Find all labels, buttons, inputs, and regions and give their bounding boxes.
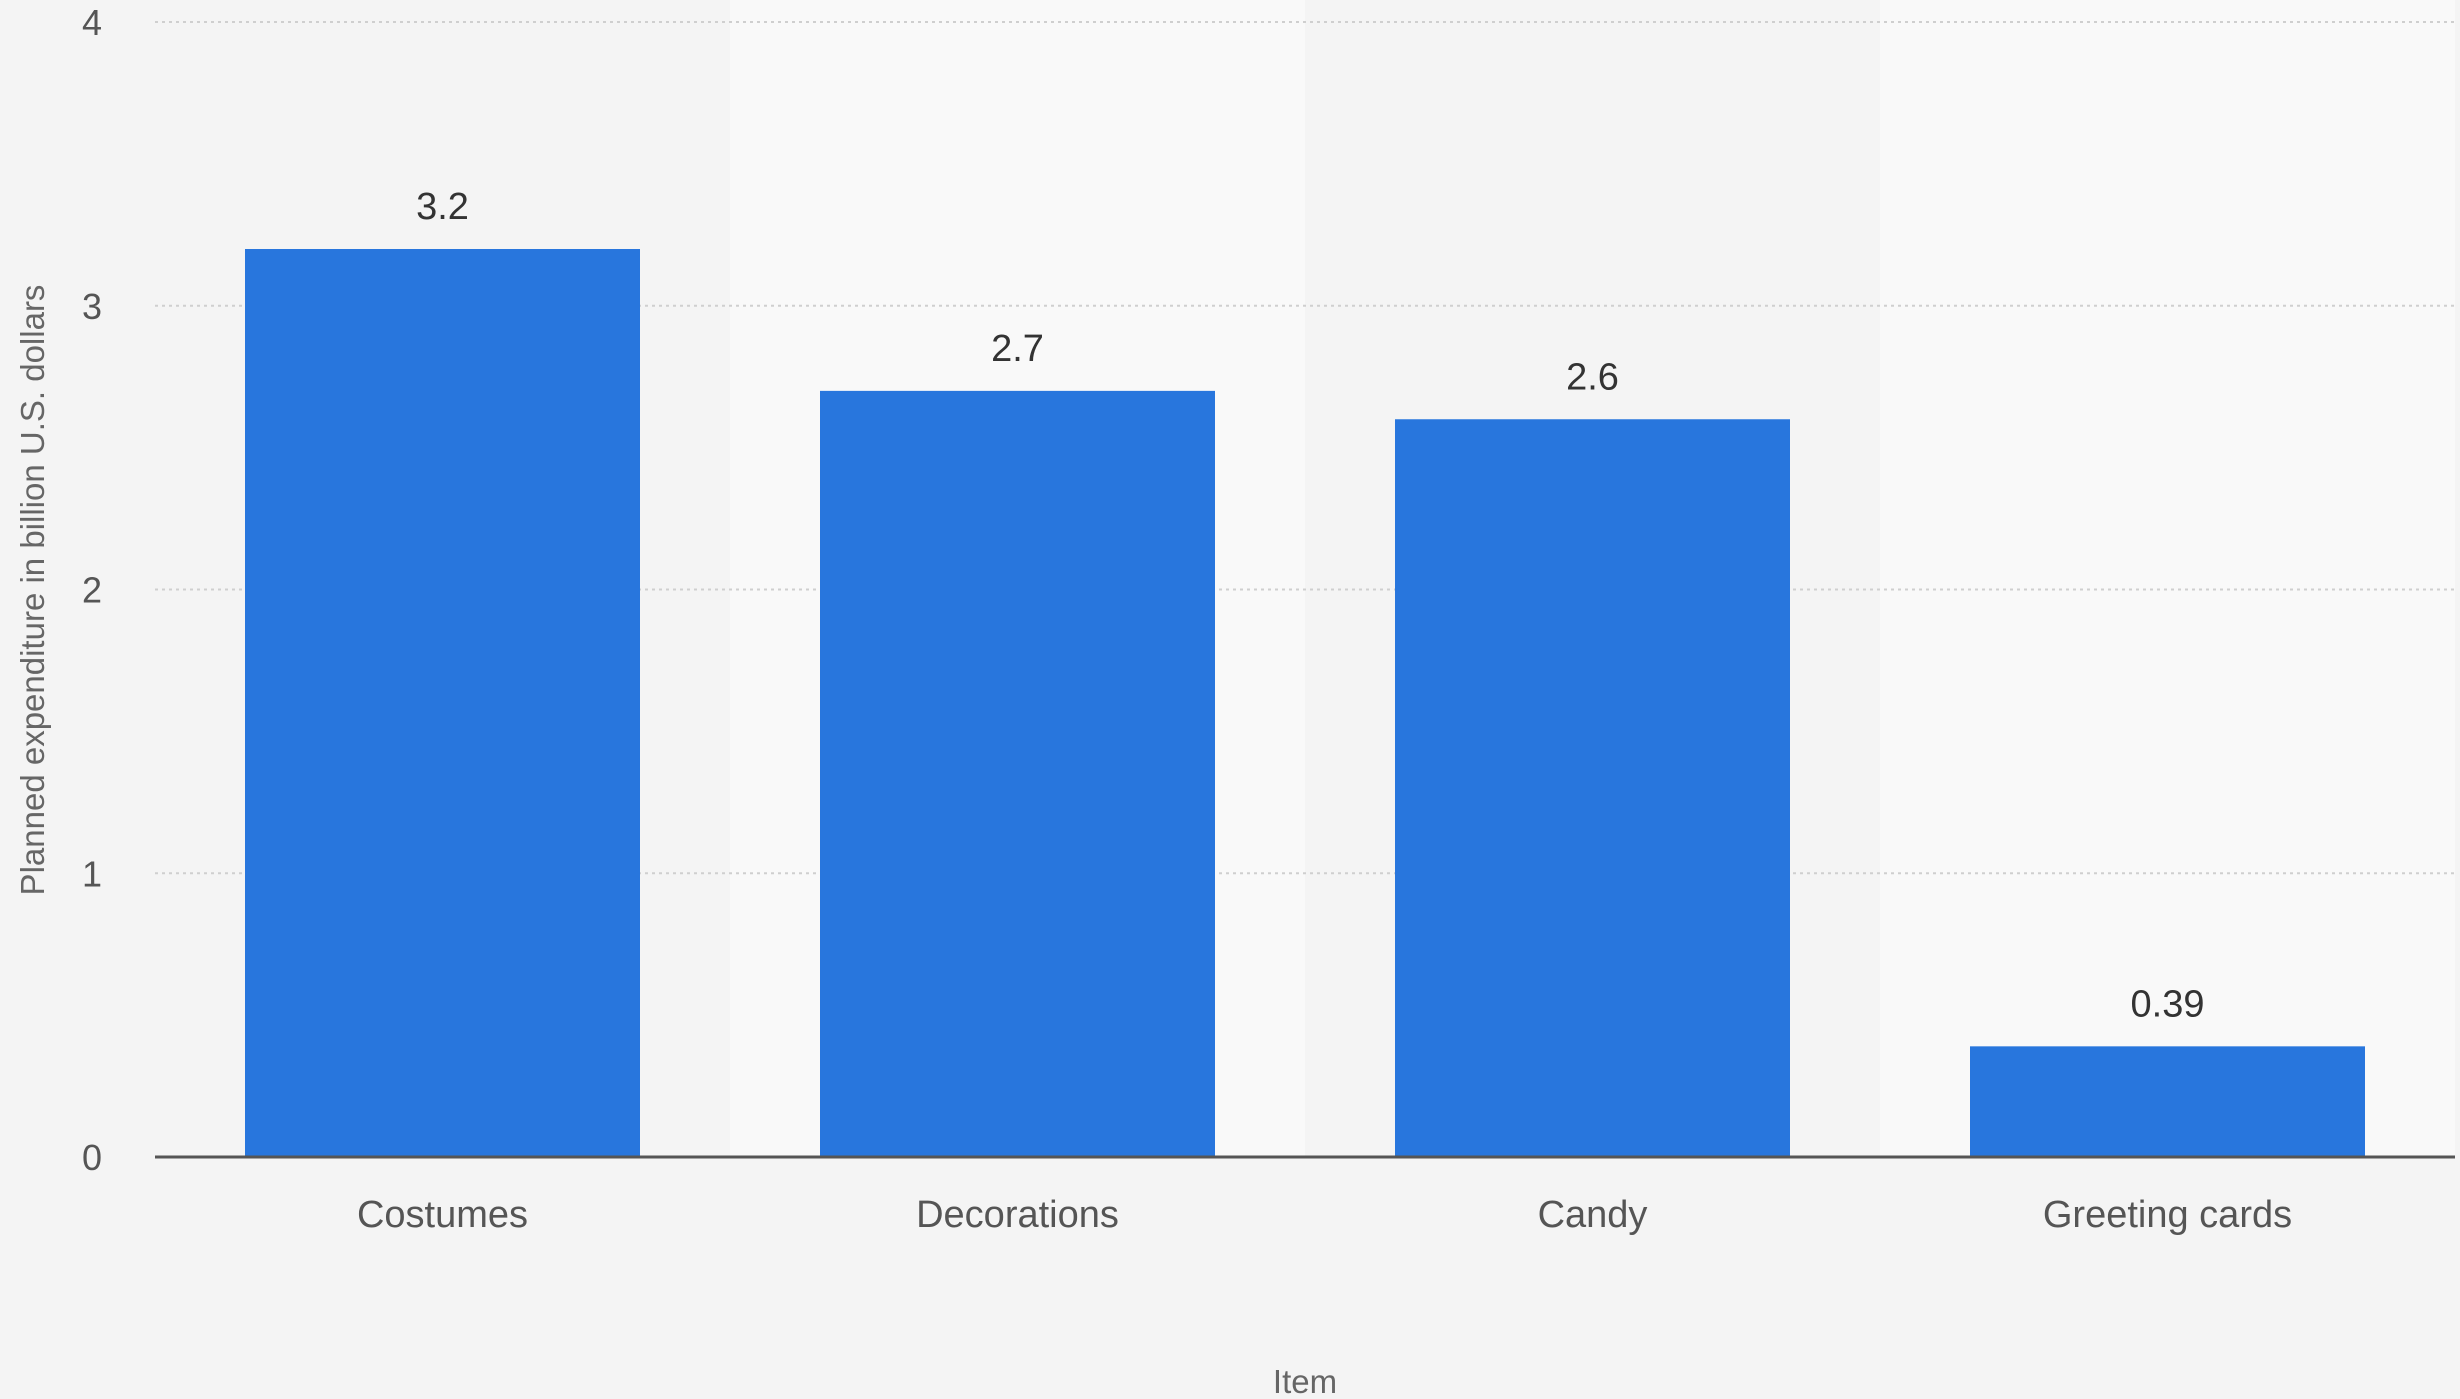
bar-value-labels: 3.2 2.7 2.6 0.39 (416, 186, 2204, 1025)
gridlines (155, 21, 2455, 875)
x-axis-category-labels: Costumes Decorations Candy Greeting cards (357, 1194, 2292, 1236)
x-tick-label: Decorations (916, 1194, 1119, 1236)
y-tick-label: 4 (82, 2, 102, 43)
y-tick-label: 0 (82, 1137, 102, 1178)
x-tick-label: Costumes (357, 1194, 528, 1236)
data-label: 0.39 (2131, 983, 2205, 1025)
x-tick-label: Candy (1538, 1194, 1648, 1236)
bar-costumes (245, 249, 640, 1157)
x-tick-label: Greeting cards (2043, 1194, 2292, 1236)
data-label: 2.6 (1566, 356, 1619, 398)
data-label: 3.2 (416, 186, 469, 228)
bar-decorations (820, 390, 1215, 1157)
y-axis-tick-labels: 0 1 2 3 4 (82, 2, 102, 1178)
y-tick-label: 1 (82, 853, 102, 894)
bar-greeting-cards (1970, 1046, 2365, 1157)
y-axis-title: Planned expenditure in billion U.S. doll… (14, 285, 51, 896)
bars (245, 249, 2365, 1157)
data-label: 2.7 (991, 328, 1044, 370)
y-tick-label: 2 (82, 570, 102, 611)
category-band (1880, 0, 2455, 1157)
bar-candy (1395, 419, 1790, 1157)
x-axis-title: Item (1273, 1363, 1337, 1399)
y-tick-label: 3 (82, 286, 102, 327)
